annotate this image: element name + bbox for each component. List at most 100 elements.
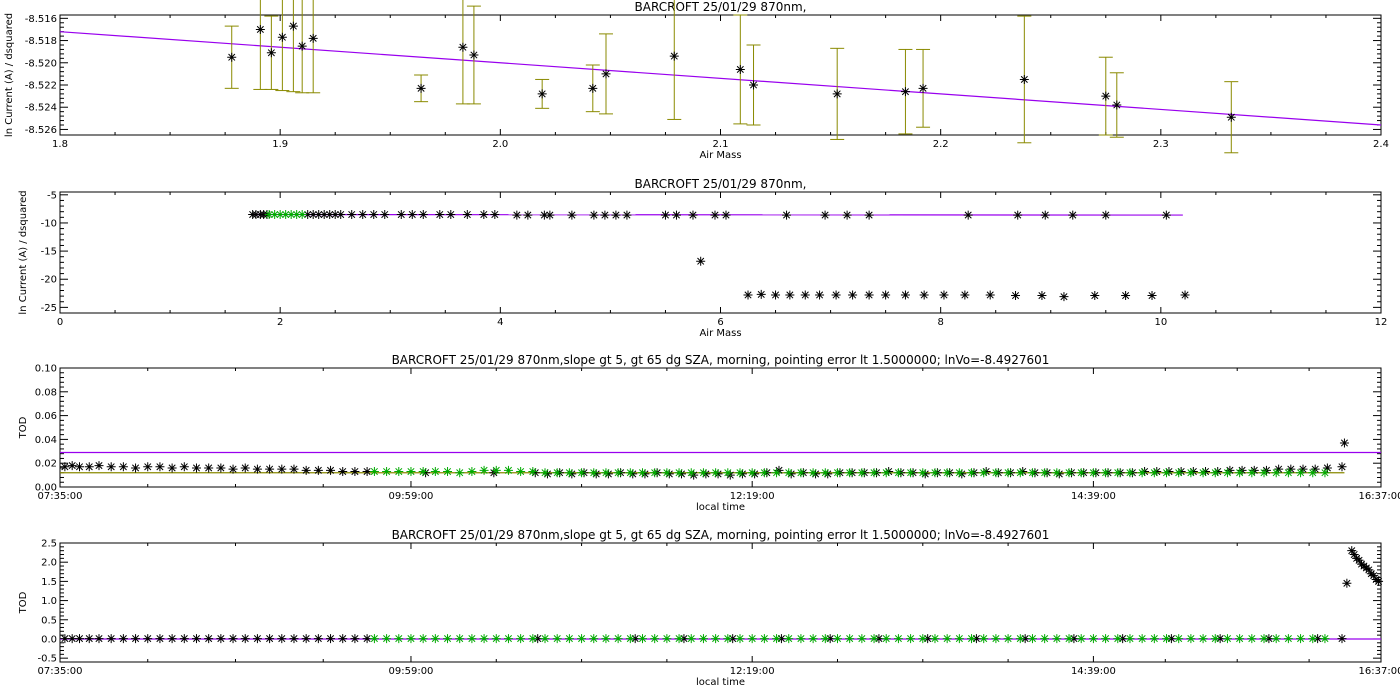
data-point xyxy=(1040,210,1050,220)
data-point xyxy=(382,467,392,477)
data-point xyxy=(820,468,830,478)
data-point xyxy=(688,210,698,220)
data-point xyxy=(369,634,379,644)
data-point xyxy=(179,462,189,472)
data-point xyxy=(362,467,372,477)
y-tick-label: 0.10 xyxy=(35,364,57,375)
data-point xyxy=(1198,468,1208,478)
data-point xyxy=(252,464,262,474)
data-point xyxy=(589,634,599,644)
data-point xyxy=(815,290,825,300)
data-point xyxy=(782,210,792,220)
data-point xyxy=(301,634,311,644)
data-point xyxy=(469,50,479,60)
data-point xyxy=(1296,468,1306,478)
data-point xyxy=(613,634,623,644)
data-point xyxy=(923,634,933,644)
y-tick-label: -8.520 xyxy=(25,58,57,69)
data-point xyxy=(881,634,891,644)
x-tick-label: 12:19:00 xyxy=(730,666,775,677)
data-point xyxy=(228,634,238,644)
data-point xyxy=(281,210,291,220)
data-point xyxy=(874,634,884,644)
data-point xyxy=(540,634,550,644)
data-point xyxy=(567,210,577,220)
data-point xyxy=(588,83,598,93)
y-tick-label: -25 xyxy=(41,303,57,314)
x-tick-label: 4 xyxy=(497,317,503,328)
data-point xyxy=(1271,634,1281,644)
data-point xyxy=(1259,634,1269,644)
plot-frame xyxy=(59,367,1382,488)
data-point xyxy=(820,210,830,220)
data-point xyxy=(743,290,753,300)
data-point xyxy=(479,465,489,475)
data-point xyxy=(1222,634,1232,644)
data-point xyxy=(216,634,226,644)
data-point xyxy=(155,462,165,472)
data-point xyxy=(467,467,477,477)
data-point xyxy=(1322,463,1332,473)
x-tick-label: 12 xyxy=(1375,317,1388,328)
data-point xyxy=(394,634,404,644)
data-point xyxy=(1259,468,1269,478)
data-point xyxy=(336,210,346,220)
x-tick-label: 16:37:00 xyxy=(1359,491,1400,502)
data-point xyxy=(638,468,648,478)
data-point xyxy=(1149,634,1159,644)
data-point xyxy=(686,634,696,644)
data-point xyxy=(686,468,696,478)
data-point xyxy=(957,469,967,479)
data-point xyxy=(671,210,681,220)
x-tick-label: 12:19:00 xyxy=(730,491,775,502)
data-point xyxy=(530,468,540,478)
data-point xyxy=(1274,464,1284,474)
data-point xyxy=(191,634,201,644)
data-point xyxy=(491,634,501,644)
data-point xyxy=(204,463,214,473)
data-point xyxy=(491,465,501,475)
data-point xyxy=(784,468,794,478)
data-point xyxy=(857,634,867,644)
data-point xyxy=(991,634,1001,644)
data-point xyxy=(362,634,372,644)
data-point xyxy=(842,210,852,220)
data-point xyxy=(270,210,280,220)
data-point xyxy=(1308,634,1318,644)
data-point xyxy=(601,634,611,644)
data-point xyxy=(406,634,416,644)
data-point xyxy=(1121,291,1131,301)
data-point xyxy=(167,634,177,644)
data-point xyxy=(1052,468,1062,478)
x-tick-label: 1.9 xyxy=(272,139,288,150)
data-point xyxy=(674,634,684,644)
data-point xyxy=(1337,634,1347,644)
data-point xyxy=(625,468,635,478)
data-point xyxy=(369,467,379,477)
data-point xyxy=(1059,292,1069,302)
data-point xyxy=(528,634,538,644)
data-point xyxy=(786,469,796,479)
data-point xyxy=(350,467,360,477)
data-point xyxy=(893,468,903,478)
data-point xyxy=(823,469,833,479)
data-point xyxy=(443,634,453,644)
data-point xyxy=(369,210,379,220)
data-point xyxy=(533,634,543,644)
data-point xyxy=(1176,467,1186,477)
data-point xyxy=(288,21,298,31)
data-point xyxy=(479,634,489,644)
data-point xyxy=(601,69,611,79)
data-point xyxy=(669,51,679,61)
x-tick-label: 2 xyxy=(277,317,283,328)
data-point xyxy=(1020,634,1030,644)
data-point xyxy=(1149,468,1159,478)
data-point xyxy=(455,468,465,478)
data-point xyxy=(1015,468,1025,478)
data-point xyxy=(981,467,991,477)
data-point xyxy=(167,463,177,473)
x-axis-label: Air Mass xyxy=(699,150,741,161)
data-point xyxy=(1118,634,1128,644)
data-point xyxy=(313,465,323,475)
